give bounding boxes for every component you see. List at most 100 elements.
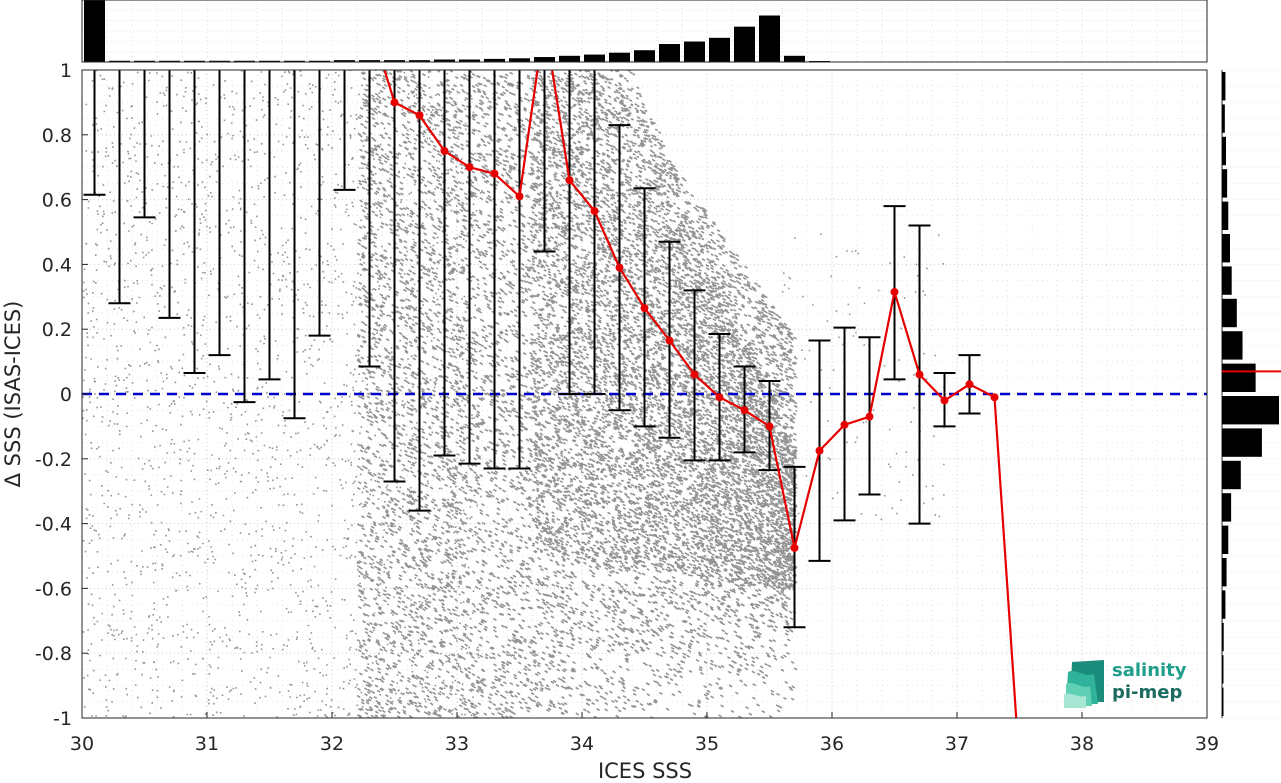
mean-marker	[890, 287, 899, 296]
mean-marker	[915, 370, 924, 379]
top-histogram-bar	[384, 60, 405, 62]
error-bar	[283, 70, 306, 420]
top-histogram-bar	[159, 60, 180, 62]
x-tick-label: 32	[320, 733, 344, 755]
x-tick-label: 33	[445, 733, 469, 755]
y-tick-label: -0.4	[35, 514, 72, 536]
mean-marker	[515, 192, 524, 201]
x-tick-label: 34	[570, 733, 594, 755]
right-histogram-bar	[1222, 655, 1224, 684]
y-axis-ticks: 1 0.8 0.6 0.4 0.2 0 -0.2 -0.4 -0.6 -0.8 -1	[35, 60, 88, 730]
top-histogram-bar	[334, 60, 355, 62]
top-histogram-bar	[659, 44, 680, 62]
y-tick-label: 0.4	[42, 254, 72, 276]
top-histogram-bar	[209, 60, 230, 62]
mean-marker	[690, 370, 699, 379]
right-histogram-bar	[1222, 558, 1227, 587]
y-tick-label: 0.6	[42, 190, 72, 212]
right-histogram-bar	[1222, 72, 1226, 101]
scatter-cloud	[82, 70, 945, 718]
right-histogram	[1221, 69, 1281, 719]
error-bar	[333, 70, 356, 191]
logo-line2: pi-mep	[1112, 682, 1182, 703]
mean-marker	[640, 304, 649, 313]
mean-series	[383, 70, 1018, 718]
top-histogram-bar	[634, 50, 655, 62]
error-bar	[108, 70, 131, 305]
y-tick-label: -1	[53, 708, 72, 730]
top-histogram-bar	[484, 58, 505, 62]
top-histogram-bar	[559, 55, 580, 62]
top-histogram-bar	[784, 55, 805, 62]
mean-marker	[840, 420, 849, 429]
top-histogram-bar	[359, 60, 380, 62]
right-histogram-bar	[1222, 460, 1241, 490]
mean-marker	[865, 412, 874, 421]
top-histogram-bar	[534, 57, 555, 62]
right-histogram-bar	[1222, 622, 1224, 652]
error-bar	[483, 70, 506, 470]
error-bar	[233, 70, 256, 404]
error-bar	[208, 70, 231, 357]
right-histogram-bar	[1222, 428, 1262, 457]
right-histogram-bars	[1222, 72, 1279, 716]
top-histogram-bar	[284, 60, 305, 62]
y-tick-label: 0.2	[42, 319, 72, 341]
right-histogram-bar	[1222, 234, 1230, 263]
mean-marker	[490, 169, 499, 178]
x-tick-label: 31	[195, 733, 219, 755]
right-histogram-bar	[1222, 104, 1225, 133]
top-histogram-bar	[109, 60, 130, 62]
mean-marker	[815, 446, 824, 455]
top-histogram-bar	[409, 60, 430, 62]
right-histogram-bar	[1222, 396, 1279, 425]
y-tick-label: -0.6	[35, 578, 72, 600]
x-tick-label: 38	[1070, 733, 1094, 755]
x-tick-label: 37	[945, 733, 969, 755]
mean-marker	[615, 263, 624, 272]
logo-line1: salinity	[1112, 660, 1187, 681]
error-bar	[583, 70, 606, 395]
mean-marker	[790, 543, 799, 552]
scatter-points	[82, 70, 945, 718]
top-histogram-bar	[459, 59, 480, 62]
mean-marker	[465, 163, 474, 172]
top-histogram-bar	[434, 59, 455, 62]
right-histogram-bar	[1222, 493, 1232, 522]
y-tick-label: -0.8	[35, 643, 72, 665]
top-histogram-bar	[84, 0, 105, 62]
x-tick-label: 36	[820, 733, 844, 755]
error-bar	[383, 70, 406, 483]
error-bar	[258, 70, 281, 381]
error-bar	[183, 70, 206, 374]
top-histogram-bar	[734, 26, 755, 62]
top-histogram-bar	[709, 37, 730, 62]
x-axis-title: ICES SSS	[598, 759, 692, 783]
top-histogram-bar	[509, 58, 530, 62]
y-tick-label: 0.8	[42, 125, 72, 147]
error-bar	[83, 70, 106, 196]
mean-marker	[765, 422, 774, 431]
error-bar	[133, 70, 156, 219]
top-histogram-bar	[234, 60, 255, 62]
mean-marker	[715, 393, 724, 402]
error-bar	[158, 70, 181, 319]
logo-wave-icon	[1064, 660, 1104, 708]
right-histogram-bar	[1222, 201, 1229, 230]
x-tick-label: 39	[1195, 733, 1219, 755]
top-histogram-bar	[609, 52, 630, 62]
right-histogram-bar	[1222, 525, 1229, 554]
top-histogram-bars	[84, 0, 830, 62]
error-bar	[308, 70, 331, 337]
x-axis-ticks: 30 31 32 33 34 35 36 37 38 39	[70, 712, 1219, 755]
salinity-pi-mep-logo: salinity pi-mep	[1064, 660, 1187, 708]
mean-marker	[740, 406, 749, 415]
x-tick-label: 30	[70, 733, 94, 755]
right-histogram-bar	[1222, 298, 1237, 328]
right-histogram-bar	[1222, 687, 1224, 716]
error-bar	[508, 70, 531, 470]
right-histogram-bar	[1222, 590, 1226, 619]
top-histogram-bar	[684, 41, 705, 62]
top-histogram	[81, 0, 1208, 63]
